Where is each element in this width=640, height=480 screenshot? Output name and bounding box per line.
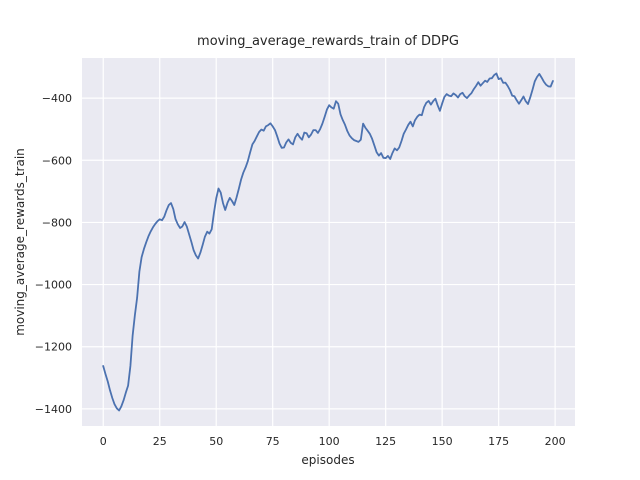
x-tick-label: 150 bbox=[432, 435, 453, 448]
y-tick-label: −600 bbox=[42, 154, 72, 167]
chart-title: moving_average_rewards_train of DDPG bbox=[197, 34, 459, 49]
x-axis-label: episodes bbox=[301, 453, 354, 467]
x-gridlines bbox=[102, 58, 556, 426]
y-gridlines bbox=[82, 97, 575, 410]
x-tick-label: 0 bbox=[100, 435, 107, 448]
x-tick-label: 125 bbox=[375, 435, 396, 448]
y-tick-label: −1200 bbox=[35, 341, 72, 354]
x-tick-label: 50 bbox=[209, 435, 223, 448]
y-tick-label: −400 bbox=[42, 92, 72, 105]
y-axis-label: moving_average_rewards_train bbox=[13, 148, 27, 336]
reward-line-series bbox=[102, 72, 554, 412]
x-tick-label: 200 bbox=[545, 435, 566, 448]
plot-area bbox=[82, 58, 575, 426]
y-tick-label: −1000 bbox=[35, 279, 72, 292]
x-tick-label: 75 bbox=[266, 435, 280, 448]
x-tick-labels: 0 25 50 75 100 125 150 175 200 bbox=[100, 435, 566, 448]
x-tick-label: 175 bbox=[488, 435, 509, 448]
x-tick-label: 100 bbox=[319, 435, 340, 448]
y-tick-label: −800 bbox=[42, 216, 72, 229]
y-tick-label: −1400 bbox=[35, 403, 72, 416]
y-tick-labels: −400 −600 −800 −1000 −1200 −1400 bbox=[35, 92, 72, 416]
x-tick-label: 25 bbox=[153, 435, 167, 448]
